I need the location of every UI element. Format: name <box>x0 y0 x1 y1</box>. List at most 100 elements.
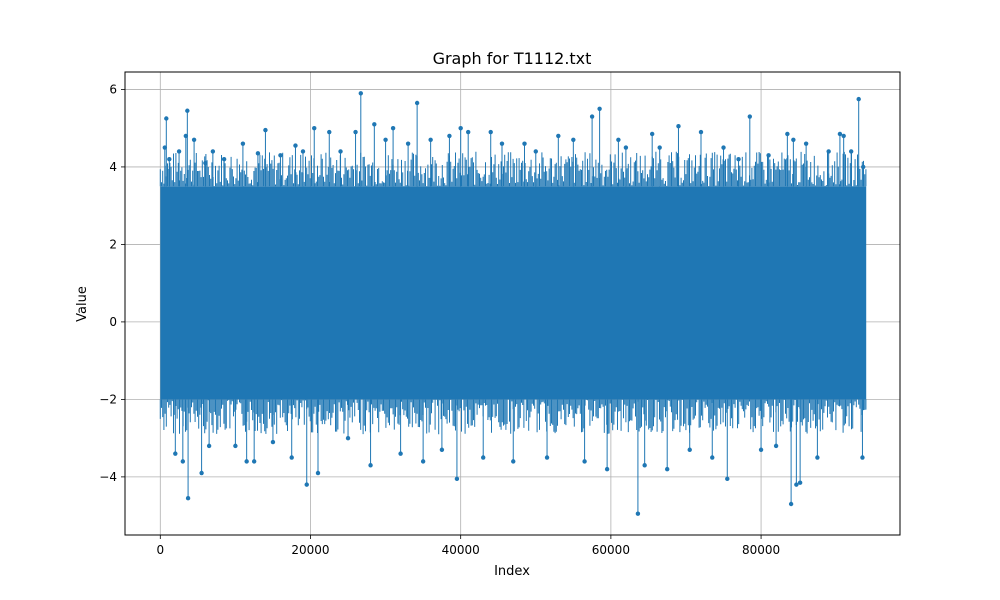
series-point <box>736 156 741 162</box>
series-point <box>649 131 655 137</box>
series-point <box>221 156 227 162</box>
series-point <box>176 149 182 154</box>
series-point <box>164 116 169 121</box>
series-point <box>185 108 190 113</box>
series-point <box>206 443 212 449</box>
series-point <box>447 133 452 139</box>
series-point <box>698 129 704 135</box>
y-tick-label: 0 <box>109 315 117 329</box>
series-point <box>556 133 561 139</box>
series-point <box>623 145 629 150</box>
x-tick-label: 60000 <box>592 543 630 557</box>
series-point <box>439 447 445 452</box>
series-point <box>664 466 670 472</box>
series-point <box>758 447 764 452</box>
series-point <box>454 476 460 482</box>
series-point <box>803 141 809 146</box>
y-tick-label: 2 <box>109 237 117 251</box>
series-point <box>582 459 587 464</box>
series-point <box>797 480 803 485</box>
series-point <box>312 125 317 131</box>
series-point <box>358 91 364 96</box>
series-point <box>861 164 866 170</box>
series-point <box>210 149 216 154</box>
x-tick-label: 40000 <box>442 543 480 557</box>
series-point <box>533 149 538 154</box>
series-point <box>304 482 309 487</box>
series-upper-fringe <box>159 151 867 187</box>
series-point <box>383 137 388 143</box>
series-point <box>785 131 790 137</box>
series-point <box>191 137 197 143</box>
series-point <box>345 435 351 441</box>
series-point <box>841 133 846 139</box>
series-point <box>203 160 208 166</box>
series-point <box>289 455 294 460</box>
series-point <box>185 495 191 501</box>
series-point <box>293 143 298 148</box>
series-point <box>390 125 396 131</box>
series-point <box>372 122 377 127</box>
series-point <box>604 466 610 472</box>
series-point <box>173 451 178 456</box>
y-tick-label: 6 <box>109 82 117 96</box>
series-point <box>856 96 861 102</box>
series-lower-fringe <box>159 399 867 435</box>
series-point <box>571 137 576 143</box>
y-tick-label: −4 <box>99 470 117 484</box>
y-tick-label: −2 <box>99 392 117 406</box>
series-point <box>180 459 186 464</box>
series-point <box>687 447 692 452</box>
series-point <box>710 455 715 460</box>
x-tick-label: 0 <box>156 543 164 557</box>
series-point <box>511 459 516 464</box>
series-point <box>255 151 261 156</box>
series-point <box>848 149 854 154</box>
series-point <box>315 470 321 476</box>
y-tick-label: 4 <box>109 160 117 174</box>
series-point <box>167 156 172 162</box>
series-point <box>398 451 403 456</box>
series-point <box>635 511 641 516</box>
y-axis: −4 −2 0 2 4 6 <box>99 82 125 484</box>
series-point <box>244 459 249 464</box>
series-point <box>405 141 411 146</box>
x-tick-label: 20000 <box>291 543 329 557</box>
series-point <box>368 463 373 468</box>
axes-frame <box>124 71 901 536</box>
x-axis: 0 20000 40000 60000 80000 <box>156 535 780 557</box>
series-band <box>160 186 867 400</box>
series-point <box>263 127 268 133</box>
series-point <box>815 455 820 460</box>
series-point <box>522 141 527 146</box>
x-tick-label: 80000 <box>742 543 780 557</box>
y-axis-label: Value <box>75 286 90 322</box>
series-point <box>278 153 283 158</box>
series-point <box>747 114 753 119</box>
series-point <box>420 459 426 464</box>
series-point <box>270 439 276 445</box>
series-point <box>860 455 865 460</box>
series-point <box>353 129 358 135</box>
series-point <box>794 482 799 487</box>
series-point <box>240 141 246 146</box>
series-point <box>488 129 493 135</box>
series-point <box>481 455 486 460</box>
series-point <box>725 476 730 482</box>
series-point <box>465 129 471 135</box>
series-point <box>676 124 681 129</box>
series-point <box>199 470 204 476</box>
series-point <box>766 153 771 158</box>
series-point <box>597 106 602 112</box>
series-point <box>338 149 343 154</box>
series-point <box>773 443 779 449</box>
series-point <box>589 114 595 119</box>
series-point <box>544 455 550 460</box>
series-point <box>414 100 420 106</box>
series-point <box>327 129 332 135</box>
series-point <box>791 137 796 143</box>
chart-title: Graph for T1112.txt <box>433 49 592 68</box>
plot-area <box>159 91 867 516</box>
series-point <box>251 459 257 464</box>
